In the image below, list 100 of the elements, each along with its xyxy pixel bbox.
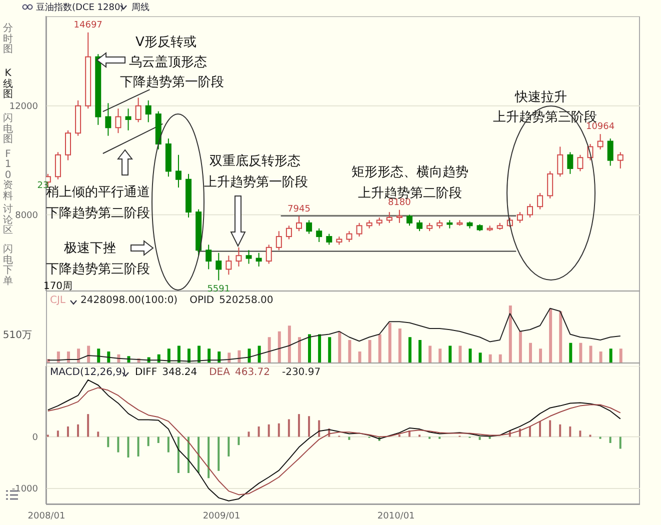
- candlestick: [406, 214, 412, 226]
- annotation: 463.72: [234, 367, 270, 378]
- candlestick: [537, 192, 544, 210]
- bar: [468, 348, 472, 363]
- text: K线图: [2, 68, 14, 101]
- y-tick-label: -1000: [12, 484, 38, 495]
- annotation: 双重底反转形态: [210, 154, 300, 169]
- candlestick: [416, 220, 423, 232]
- chart-title: MACD(12,26,9): [50, 367, 126, 378]
- bar: [488, 354, 492, 363]
- bar: [438, 348, 442, 363]
- candlestick: [216, 252, 222, 281]
- candlestick: [276, 230, 282, 251]
- bar: [478, 352, 482, 363]
- annotation: 极速下挫: [64, 240, 116, 256]
- bar: [528, 342, 532, 363]
- bar: [97, 348, 100, 363]
- y-tick-label: 12000: [9, 102, 38, 112]
- annotation: 下降趋势第二阶段: [46, 206, 150, 221]
- bar: [589, 346, 592, 363]
- candlestick: [617, 152, 624, 169]
- bar: [549, 420, 552, 437]
- bar: [408, 337, 412, 363]
- bar: [398, 328, 402, 363]
- bar: [448, 346, 452, 363]
- candlestick: [65, 130, 71, 161]
- bar: [278, 331, 281, 363]
- bar: [117, 436, 120, 452]
- annotation: 稍上倾的平行通道: [46, 184, 150, 200]
- candlestick: [266, 244, 272, 264]
- bar: [579, 342, 582, 363]
- candlestick: [396, 209, 402, 224]
- annotation: 快速拉升: [514, 90, 568, 106]
- bar: [77, 424, 80, 437]
- bar: [137, 436, 140, 456]
- bar: [56, 430, 59, 437]
- candlestick: [54, 152, 61, 180]
- candlestick: [607, 138, 614, 166]
- text: DEA: [209, 367, 230, 378]
- candlestick: [346, 230, 352, 242]
- bar: [228, 436, 230, 456]
- annotation: 2428098.00(100:0): [80, 295, 178, 306]
- bar: [288, 326, 291, 363]
- annotation: 7945: [288, 204, 310, 214]
- candlestick: [316, 228, 322, 242]
- bar: [418, 340, 422, 363]
- x-tick-label: 2008/01: [28, 511, 66, 522]
- annotation: V形反转或: [134, 34, 198, 51]
- annotation: 8180: [388, 198, 412, 208]
- bar: [539, 348, 542, 363]
- bar: [177, 346, 180, 363]
- bar: [328, 337, 332, 363]
- annotation: 520258.00: [219, 295, 274, 306]
- annotation: 下降趋势第三阶段: [46, 262, 150, 277]
- bar: [218, 436, 220, 471]
- bar: [87, 346, 90, 363]
- candlestick: [567, 152, 574, 174]
- bar: [87, 414, 90, 437]
- bar: [559, 424, 562, 437]
- bar: [619, 348, 622, 363]
- text: 闪电图: [2, 113, 14, 146]
- bar: [258, 426, 260, 437]
- text: F10资料: [2, 148, 14, 202]
- bar: [298, 414, 300, 437]
- bar: [147, 436, 150, 446]
- chart-title: 豆油指数(DCE 1280): [36, 3, 124, 13]
- candlestick: [246, 250, 252, 264]
- y-tick-label: 8000: [15, 210, 38, 221]
- candlestick: [125, 108, 132, 131]
- candlestick: [256, 252, 262, 267]
- bar: [248, 432, 250, 437]
- bar: [559, 311, 562, 363]
- candlestick: [306, 220, 312, 234]
- candlestick: [115, 108, 122, 134]
- candlestick: [105, 102, 112, 136]
- bar: [188, 436, 190, 473]
- text: 510万: [2, 329, 32, 342]
- chart-subtitle: 周线: [132, 3, 150, 13]
- annotation: 乌云盖顶形态: [128, 54, 208, 71]
- bar: [188, 348, 190, 363]
- candlestick: [236, 246, 242, 267]
- bar: [238, 436, 240, 446]
- bar: [368, 340, 372, 363]
- bar: [498, 354, 502, 363]
- bar: [107, 436, 110, 448]
- annotation: 10964: [586, 122, 615, 132]
- bar: [278, 423, 280, 437]
- bar: [478, 436, 481, 440]
- bar: [609, 348, 612, 363]
- bar: [378, 334, 382, 363]
- bar: [288, 419, 290, 437]
- bar: [198, 436, 200, 473]
- bar: [268, 337, 271, 363]
- candlestick: [175, 154, 182, 188]
- bar: [298, 337, 301, 363]
- bar: [428, 346, 432, 363]
- text: 闪电下单: [2, 244, 14, 287]
- bar: [167, 436, 170, 452]
- candlestick: [286, 225, 292, 240]
- candlestick: [145, 100, 152, 123]
